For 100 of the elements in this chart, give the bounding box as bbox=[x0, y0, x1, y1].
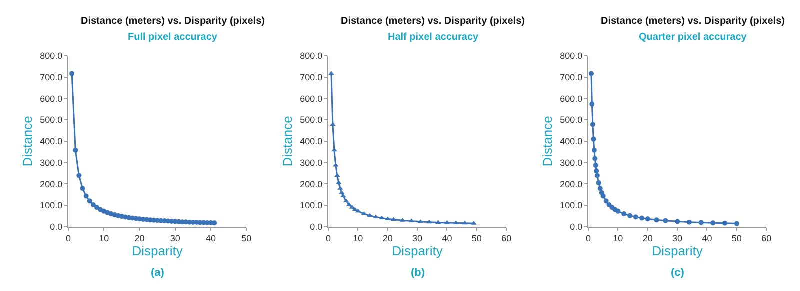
y-tick-label: 200.0 bbox=[40, 179, 63, 190]
point bbox=[675, 219, 680, 224]
y-tick-label: 600.0 bbox=[40, 94, 63, 104]
point bbox=[590, 102, 595, 107]
x-tick-label: 20 bbox=[382, 234, 393, 244]
x-tick-label: 60 bbox=[762, 234, 772, 244]
point bbox=[710, 220, 716, 226]
x-tick-label: 40 bbox=[442, 234, 452, 244]
y-tick-label: 0.0 bbox=[50, 222, 63, 232]
x-tick-label: 30 bbox=[672, 234, 683, 244]
y-tick-label: 300.0 bbox=[40, 158, 63, 168]
point bbox=[622, 212, 627, 216]
x-tick-label: 50 bbox=[472, 234, 482, 244]
y-tick-label: 500.0 bbox=[300, 115, 323, 126]
chart-title: Distance (meters) vs. Disparity (pixels) bbox=[601, 16, 785, 27]
point bbox=[379, 216, 385, 220]
x-tick-label: 40 bbox=[702, 234, 712, 244]
point bbox=[698, 220, 704, 226]
point bbox=[76, 173, 82, 178]
point bbox=[328, 71, 334, 76]
point bbox=[418, 219, 424, 224]
y-tick-label: 700.0 bbox=[40, 72, 63, 83]
y-tick-label: 800.0 bbox=[300, 51, 323, 62]
y-tick-label: 200.0 bbox=[300, 179, 323, 190]
x-tick-label: 50 bbox=[732, 234, 742, 244]
y-tick-label: 500.0 bbox=[560, 115, 583, 126]
y-tick-label: 800.0 bbox=[560, 51, 583, 62]
point bbox=[600, 194, 606, 199]
x-axis-title: Disparity bbox=[132, 244, 184, 259]
x-tick-label: 50 bbox=[242, 234, 252, 244]
point bbox=[80, 186, 86, 192]
point bbox=[592, 148, 597, 153]
chart-title: Distance (meters) vs. Disparity (pixels) bbox=[81, 16, 265, 27]
y-tick-label: 400.0 bbox=[40, 136, 63, 147]
point bbox=[628, 213, 633, 218]
point bbox=[633, 214, 638, 220]
chart-title: Distance (meters) vs. Disparity (pixels) bbox=[341, 16, 525, 27]
point bbox=[334, 173, 340, 178]
y-tick-label: 0.0 bbox=[310, 222, 323, 232]
x-tick-label: 20 bbox=[134, 234, 145, 244]
point bbox=[686, 220, 692, 225]
x-tick-label: 0 bbox=[66, 234, 72, 244]
x-tick-label: 60 bbox=[502, 234, 512, 244]
y-tick-label: 600.0 bbox=[560, 94, 583, 104]
chart-subtitle: Half pixel accuracy bbox=[388, 32, 480, 43]
point bbox=[70, 71, 75, 76]
x-tick-label: 40 bbox=[206, 234, 216, 244]
point bbox=[592, 156, 598, 162]
point bbox=[84, 194, 89, 199]
y-tick-label: 700.0 bbox=[300, 72, 323, 83]
point bbox=[654, 218, 660, 223]
y-tick-label: 100.0 bbox=[300, 200, 323, 211]
point bbox=[593, 163, 598, 168]
x-axis-title: Disparity bbox=[652, 244, 704, 259]
point bbox=[663, 218, 668, 224]
point bbox=[616, 208, 621, 214]
y-tick-label: 400.0 bbox=[300, 136, 323, 147]
point bbox=[591, 136, 596, 142]
text: (c) bbox=[671, 267, 685, 279]
point bbox=[367, 213, 373, 218]
x-tick-label: 0 bbox=[586, 234, 592, 244]
y-axis-title: Distance bbox=[280, 116, 296, 167]
y-tick-label: 300.0 bbox=[300, 158, 323, 168]
point bbox=[588, 71, 594, 76]
point bbox=[462, 220, 468, 225]
y-axis-title: Distance bbox=[540, 116, 556, 167]
point bbox=[639, 216, 644, 221]
point bbox=[734, 221, 740, 226]
text: (a) bbox=[151, 267, 165, 279]
chart-subtitle: Quarter pixel accuracy bbox=[639, 32, 748, 43]
point bbox=[94, 205, 100, 210]
y-tick-label: 200.0 bbox=[560, 179, 583, 190]
y-tick-label: 600.0 bbox=[300, 94, 323, 104]
x-tick-label: 20 bbox=[642, 234, 653, 244]
x-axis-title: Disparity bbox=[392, 244, 444, 259]
y-tick-label: 500.0 bbox=[40, 115, 63, 126]
x-tick-label: 30 bbox=[170, 234, 180, 244]
y-axis-title: Distance bbox=[20, 116, 36, 167]
point bbox=[594, 168, 600, 174]
x-tick-label: 10 bbox=[613, 234, 624, 244]
point bbox=[212, 220, 218, 226]
point bbox=[73, 148, 78, 153]
point bbox=[590, 122, 596, 128]
point bbox=[722, 220, 728, 226]
point bbox=[645, 216, 650, 222]
point bbox=[596, 180, 602, 186]
y-tick-label: 100.0 bbox=[560, 200, 583, 211]
y-tick-label: 400.0 bbox=[560, 136, 583, 147]
x-tick-label: 30 bbox=[412, 234, 423, 244]
y-tick-label: 100.0 bbox=[40, 200, 63, 211]
point bbox=[604, 198, 609, 204]
point bbox=[426, 220, 432, 224]
y-tick-label: 700.0 bbox=[560, 72, 583, 83]
point bbox=[87, 198, 92, 204]
text: (b) bbox=[411, 267, 426, 279]
x-tick-label: 10 bbox=[353, 234, 364, 244]
x-tick-label: 0 bbox=[326, 234, 332, 244]
point bbox=[598, 186, 603, 192]
y-tick-label: 300.0 bbox=[560, 158, 583, 168]
point bbox=[594, 173, 600, 178]
